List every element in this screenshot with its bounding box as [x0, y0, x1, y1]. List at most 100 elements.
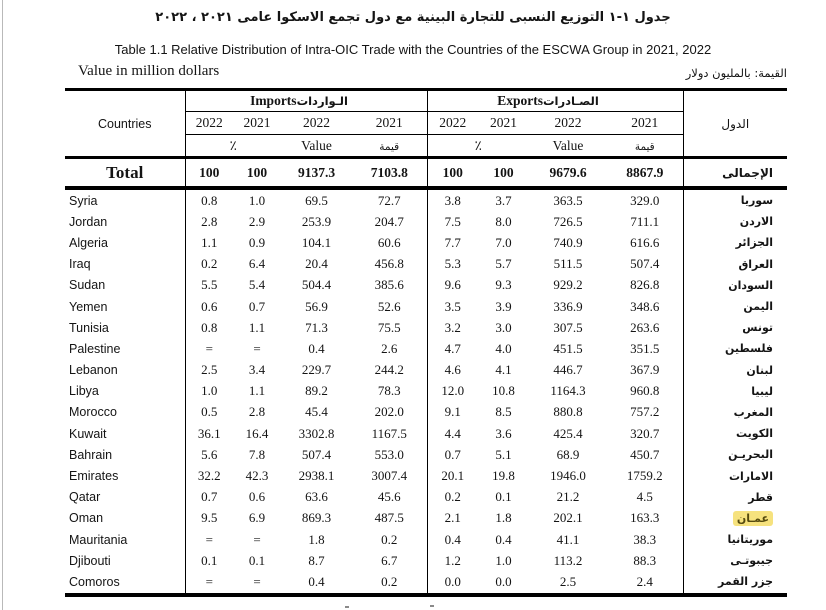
import-pct-2021: 1.0 [248, 192, 266, 208]
country-name-en: Bahrain [65, 444, 186, 466]
export-pct-2021: 3.9 [495, 298, 512, 314]
import-value-2021: 385.6 [352, 274, 428, 296]
export-pct-2021: 10.8 [492, 383, 515, 399]
export-pct-2021: 8.0 [495, 213, 512, 229]
trade-distribution-table: Countries Importsالـواردات Exportsالصـاد… [65, 88, 788, 597]
import-pct-2021: 2.8 [248, 404, 266, 420]
country-name-en: Mauritania [65, 529, 186, 551]
import-value-2021: 45.6 [352, 486, 428, 508]
export-value-2021: 507.4 [607, 253, 684, 275]
country-name-ar: السودان [728, 278, 774, 292]
import-pct-2021: = [253, 340, 261, 356]
import-value-2021: 487.5 [352, 507, 428, 529]
export-value-2022: 446.7 [553, 362, 583, 378]
import-pct-2021: 3.4 [248, 362, 266, 378]
export-pct-2021: 7.0 [495, 234, 512, 250]
import-value-2022: 2938.1 [298, 468, 335, 484]
export-value-2022: 113.2 [553, 552, 583, 568]
import-pct-2021: 0.6 [248, 489, 266, 505]
table-row: Emirates 32.2 42.3 2938.1 3007.4 20.1 19… [65, 465, 787, 487]
total-imports-value-2021: 7103.8 [352, 157, 428, 190]
table-header: Countries Importsالـواردات Exportsالصـاد… [65, 89, 788, 159]
export-pct-2021: 3.0 [495, 319, 512, 335]
country-name-en: Lebanon [65, 359, 186, 381]
imports-pct-year-2022: 2022 [185, 111, 233, 135]
country-name-ar: اليمن [743, 300, 774, 314]
country-name-en: Algeria [65, 232, 186, 254]
table-row: Mauritania = = 1.8 0.2 0.4 0.4 41.1 38.3… [65, 529, 787, 551]
country-name-en: Comoros [65, 571, 186, 595]
import-value-2021: 52.6 [352, 295, 428, 318]
import-value-2021: 72.7 [352, 188, 428, 212]
import-value-2021: 204.7 [352, 211, 428, 233]
export-pct-2022: 0.7 [444, 446, 461, 462]
exports-value-header: Value [529, 134, 607, 159]
table-title-arabic: جدول ١-١ التوزيع النسبى للتجارة البينية … [155, 10, 671, 25]
country-name-ar: جيبوتـى [730, 554, 774, 568]
table-row: Morocco 0.5 2.8 45.4 202.0 9.1 8.5 880.8… [65, 401, 787, 424]
export-pct-2021: 3.6 [495, 425, 512, 441]
export-pct-2021: 1.0 [495, 552, 512, 568]
export-value-2021: 960.8 [607, 380, 684, 402]
import-pct-2021: = [253, 531, 261, 547]
country-name-en: Emirates [65, 465, 186, 487]
import-pct-2022: 2.8 [201, 213, 218, 229]
import-pct-2022: 0.8 [201, 192, 218, 208]
total-exports-value-2022: 9679.6 [529, 157, 607, 190]
export-value-2022: 1164.3 [550, 383, 586, 399]
table-row: Algeria 1.1 0.9 104.1 60.6 7.7 7.0 740.9… [65, 232, 787, 254]
export-value-2022: 68.9 [556, 446, 580, 462]
import-value-2021: 0.2 [352, 529, 428, 551]
table-row: Oman 9.5 6.9 869.3 487.5 2.1 1.8 202.1 1… [65, 507, 787, 529]
imports-label-ar: الـواردات [296, 94, 348, 108]
exports-section-header: Exportsالصـادرات [427, 89, 684, 112]
export-value-2021: 348.6 [607, 295, 684, 318]
table-row: Kuwait 36.1 16.4 3302.8 1167.5 4.4 3.6 4… [65, 423, 787, 445]
import-value-2022: 89.2 [305, 383, 328, 399]
export-value-2021: 163.3 [607, 507, 684, 529]
imports-label-en: Imports [250, 93, 297, 108]
import-value-2022: 0.4 [308, 573, 325, 589]
imports-section-header: Importsالـواردات [185, 89, 428, 112]
table-row: Djibouti 0.1 0.1 8.7 6.7 1.2 1.0 113.2 8… [65, 550, 787, 572]
export-pct-2022: 4.6 [444, 362, 461, 378]
import-pct-2022: = [205, 531, 213, 547]
import-pct-2022: 9.5 [201, 510, 218, 526]
import-pct-2022: 0.2 [201, 256, 218, 272]
import-value-2022: 3302.8 [298, 425, 335, 441]
imports-value-header-arabic: قيمة [379, 140, 400, 153]
export-pct-2022: 3.8 [444, 192, 461, 208]
exports-label-ar: الصـادرات [542, 94, 599, 108]
country-name-ar: الامارات [728, 469, 774, 483]
export-value-2022: 2.5 [559, 573, 577, 589]
export-value-2022: 726.5 [553, 213, 583, 229]
export-pct-2022: 4.7 [444, 340, 461, 356]
import-pct-2022: 1.0 [201, 383, 218, 399]
total-label: Total [65, 157, 186, 190]
import-value-2021: 1167.5 [352, 423, 428, 445]
export-value-2022: 336.9 [553, 298, 583, 314]
import-value-2022: 45.4 [305, 404, 328, 420]
export-value-2022: 511.5 [553, 256, 583, 272]
export-pct-2022: 20.1 [441, 468, 465, 484]
import-pct-2021: 42.3 [245, 468, 269, 484]
cut-off-text-artifact [430, 605, 434, 607]
table-body: Syria 0.8 1.0 69.5 72.7 3.8 3.7 363.5 32… [65, 188, 787, 595]
total-row: Total 100 100 9137.3 7103.8 100 100 9679… [65, 157, 788, 190]
import-value-2021: 6.7 [352, 550, 428, 572]
export-pct-2022: 3.2 [444, 319, 461, 335]
cut-off-text-artifact [345, 606, 349, 608]
import-pct-2022: 32.2 [197, 468, 221, 484]
table-row: Palestine = = 0.4 2.6 4.7 4.0 451.5 351.… [65, 338, 787, 360]
country-name-en: Jordan [65, 211, 186, 233]
import-pct-2022: 0.6 [201, 298, 218, 314]
import-value-2021: 244.2 [352, 359, 428, 381]
export-value-2021: 367.9 [607, 359, 684, 381]
import-value-2022: 104.1 [301, 234, 332, 250]
export-pct-2021: 3.7 [495, 192, 512, 208]
exports-value-header-arabic: قيمة [634, 140, 655, 153]
import-value-2021: 0.2 [352, 571, 428, 595]
import-value-2022: 229.7 [301, 362, 332, 378]
import-pct-2021: 2.9 [248, 213, 266, 229]
country-name-ar: الاردن [739, 215, 774, 229]
